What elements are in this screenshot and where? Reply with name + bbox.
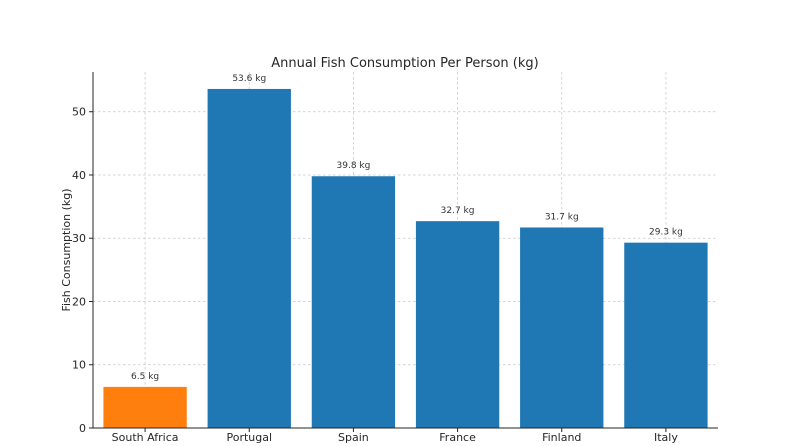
x-tick-label: Italy: [654, 431, 678, 444]
x-tick-label: Portugal: [226, 431, 272, 444]
y-ticks: 0 10 20 30 40 50: [72, 106, 93, 435]
bar-value-label: 39.8 kg: [337, 161, 371, 171]
bars: [103, 88, 708, 428]
y-axis-label: Fish Consumption (kg): [60, 188, 73, 311]
x-tick-label: France: [439, 431, 476, 444]
y-tick-label: 50: [72, 106, 86, 119]
x-tick-label: Finland: [542, 431, 581, 444]
x-tick-label: Spain: [338, 431, 369, 444]
y-tick-label: 30: [72, 232, 86, 245]
bar-value-label: 29.3 kg: [649, 228, 683, 238]
bar: [103, 386, 187, 428]
y-tick-label: 0: [79, 422, 86, 435]
x-tick-label: South Africa: [112, 431, 179, 444]
chart-title: Annual Fish Consumption Per Person (kg): [271, 56, 538, 71]
y-tick-label: 20: [72, 295, 86, 308]
y-tick-label: 40: [72, 169, 86, 182]
y-tick-label: 10: [72, 359, 86, 372]
bar: [624, 242, 708, 428]
bar-value-label: 31.7 kg: [545, 212, 579, 222]
bar: [207, 88, 291, 428]
bar: [311, 176, 396, 428]
axes: [92, 72, 718, 429]
x-ticks: South Africa Portugal Spain France Finland It…: [112, 428, 678, 444]
bar: [415, 221, 500, 428]
bar-value-label: 53.6 kg: [232, 74, 266, 84]
bar: [520, 227, 604, 428]
bar-value-label: 6.5 kg: [131, 372, 159, 382]
bar-value-label: 32.7 kg: [441, 206, 475, 216]
data-labels: 6.5 kg 53.6 kg 39.8 kg 32.7 kg 31.7 kg 29.3 k…: [131, 74, 683, 382]
